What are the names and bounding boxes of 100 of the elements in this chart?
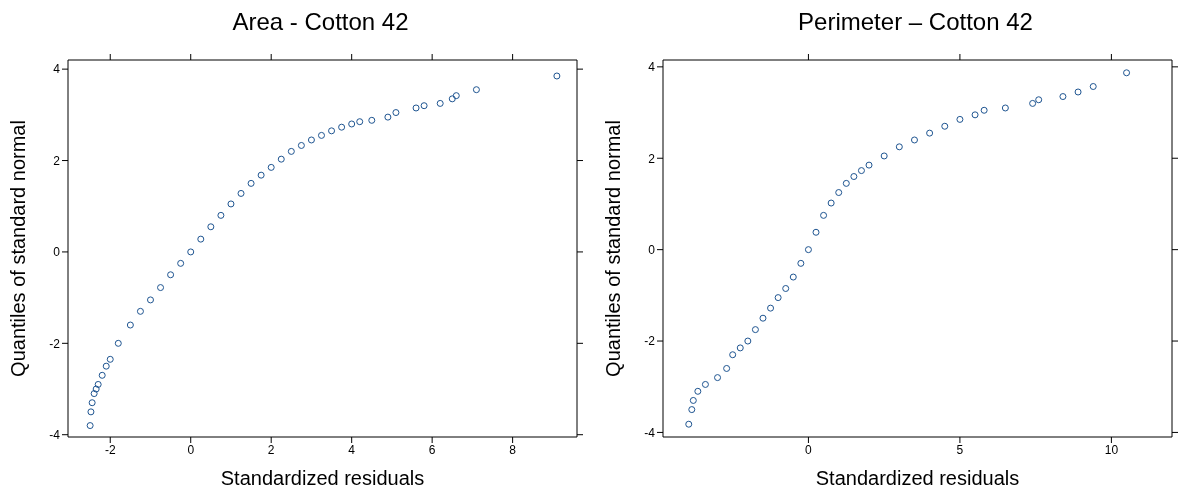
point bbox=[980, 106, 988, 114]
y-tick-label: 4 bbox=[53, 62, 61, 77]
x-tick-label: 10 bbox=[1104, 442, 1119, 457]
y-tick-label: -2 bbox=[49, 336, 61, 351]
point bbox=[452, 92, 460, 100]
point bbox=[926, 129, 934, 137]
point bbox=[865, 161, 873, 169]
point bbox=[207, 223, 215, 231]
point bbox=[1123, 69, 1131, 77]
point bbox=[88, 399, 96, 407]
point bbox=[910, 136, 918, 144]
point bbox=[277, 155, 285, 163]
y-tick-label: 0 bbox=[648, 242, 656, 257]
x-tick-label: 0 bbox=[805, 442, 813, 457]
point bbox=[237, 189, 245, 197]
point bbox=[187, 248, 195, 256]
y-axis-title: Quantiles of standard normal bbox=[602, 120, 625, 377]
point bbox=[759, 314, 767, 322]
point bbox=[956, 115, 964, 123]
point bbox=[842, 179, 850, 187]
point bbox=[880, 152, 888, 160]
point bbox=[247, 179, 255, 187]
point bbox=[723, 364, 731, 372]
point bbox=[895, 143, 903, 151]
point bbox=[392, 109, 400, 117]
point bbox=[835, 189, 843, 197]
point bbox=[1059, 93, 1067, 101]
point bbox=[317, 131, 325, 139]
point bbox=[767, 304, 775, 312]
point bbox=[744, 337, 752, 345]
y-tick-label: 4 bbox=[648, 60, 656, 75]
x-tick-label: 8 bbox=[509, 442, 517, 457]
point bbox=[257, 171, 265, 179]
point bbox=[94, 380, 102, 388]
point bbox=[694, 387, 702, 395]
point bbox=[177, 259, 185, 267]
point bbox=[782, 284, 790, 292]
point bbox=[136, 307, 144, 315]
point bbox=[114, 339, 122, 347]
point bbox=[1001, 104, 1009, 112]
point bbox=[1074, 88, 1082, 96]
point bbox=[804, 246, 812, 254]
point bbox=[689, 396, 697, 404]
point bbox=[1035, 96, 1043, 104]
point bbox=[412, 104, 420, 112]
point bbox=[472, 86, 480, 94]
point bbox=[197, 235, 205, 243]
point bbox=[384, 113, 392, 121]
point bbox=[87, 408, 95, 416]
point bbox=[797, 259, 805, 267]
y-tick-label: -2 bbox=[644, 334, 656, 349]
point bbox=[267, 163, 275, 171]
point bbox=[688, 406, 696, 414]
point bbox=[297, 141, 305, 149]
point bbox=[553, 72, 561, 80]
y-tick-label: -4 bbox=[49, 427, 61, 442]
point bbox=[1089, 83, 1097, 90]
point bbox=[729, 351, 737, 359]
point bbox=[90, 390, 98, 398]
point bbox=[436, 99, 444, 107]
point bbox=[714, 374, 722, 382]
point bbox=[106, 355, 114, 363]
point bbox=[971, 111, 979, 119]
point bbox=[850, 173, 858, 181]
point bbox=[126, 321, 134, 329]
point bbox=[685, 420, 693, 428]
point bbox=[328, 127, 336, 135]
point bbox=[92, 385, 100, 393]
point bbox=[448, 95, 456, 103]
point bbox=[736, 344, 744, 352]
y-axis-title: Quantiles of standard normal bbox=[7, 120, 30, 377]
point bbox=[98, 371, 106, 379]
y-tick-label: 2 bbox=[648, 151, 656, 166]
point bbox=[307, 136, 315, 144]
y-tick-label: 0 bbox=[53, 245, 61, 260]
point bbox=[420, 102, 428, 110]
point bbox=[157, 284, 165, 292]
point bbox=[789, 273, 797, 281]
chart-title: Area - Cotton 42 bbox=[231, 8, 410, 37]
point bbox=[857, 167, 865, 175]
point bbox=[348, 120, 356, 128]
point bbox=[287, 147, 295, 155]
point bbox=[1029, 99, 1037, 107]
chart-title: Perimeter – Cotton 42 bbox=[797, 8, 1034, 37]
point bbox=[751, 326, 759, 334]
point bbox=[701, 380, 709, 388]
x-tick-label: 2 bbox=[267, 442, 275, 457]
point bbox=[217, 211, 225, 219]
x-tick-label: -2 bbox=[104, 442, 116, 457]
point bbox=[167, 271, 175, 279]
point bbox=[102, 362, 110, 370]
point bbox=[356, 118, 364, 126]
point bbox=[338, 123, 346, 131]
x-tick-label: 5 bbox=[956, 442, 964, 457]
point bbox=[227, 200, 235, 208]
x-tick-label: 0 bbox=[187, 442, 195, 457]
point bbox=[820, 211, 828, 219]
x-axis-title: Standardized residuals bbox=[220, 467, 425, 489]
point bbox=[146, 296, 154, 304]
point bbox=[812, 228, 820, 236]
